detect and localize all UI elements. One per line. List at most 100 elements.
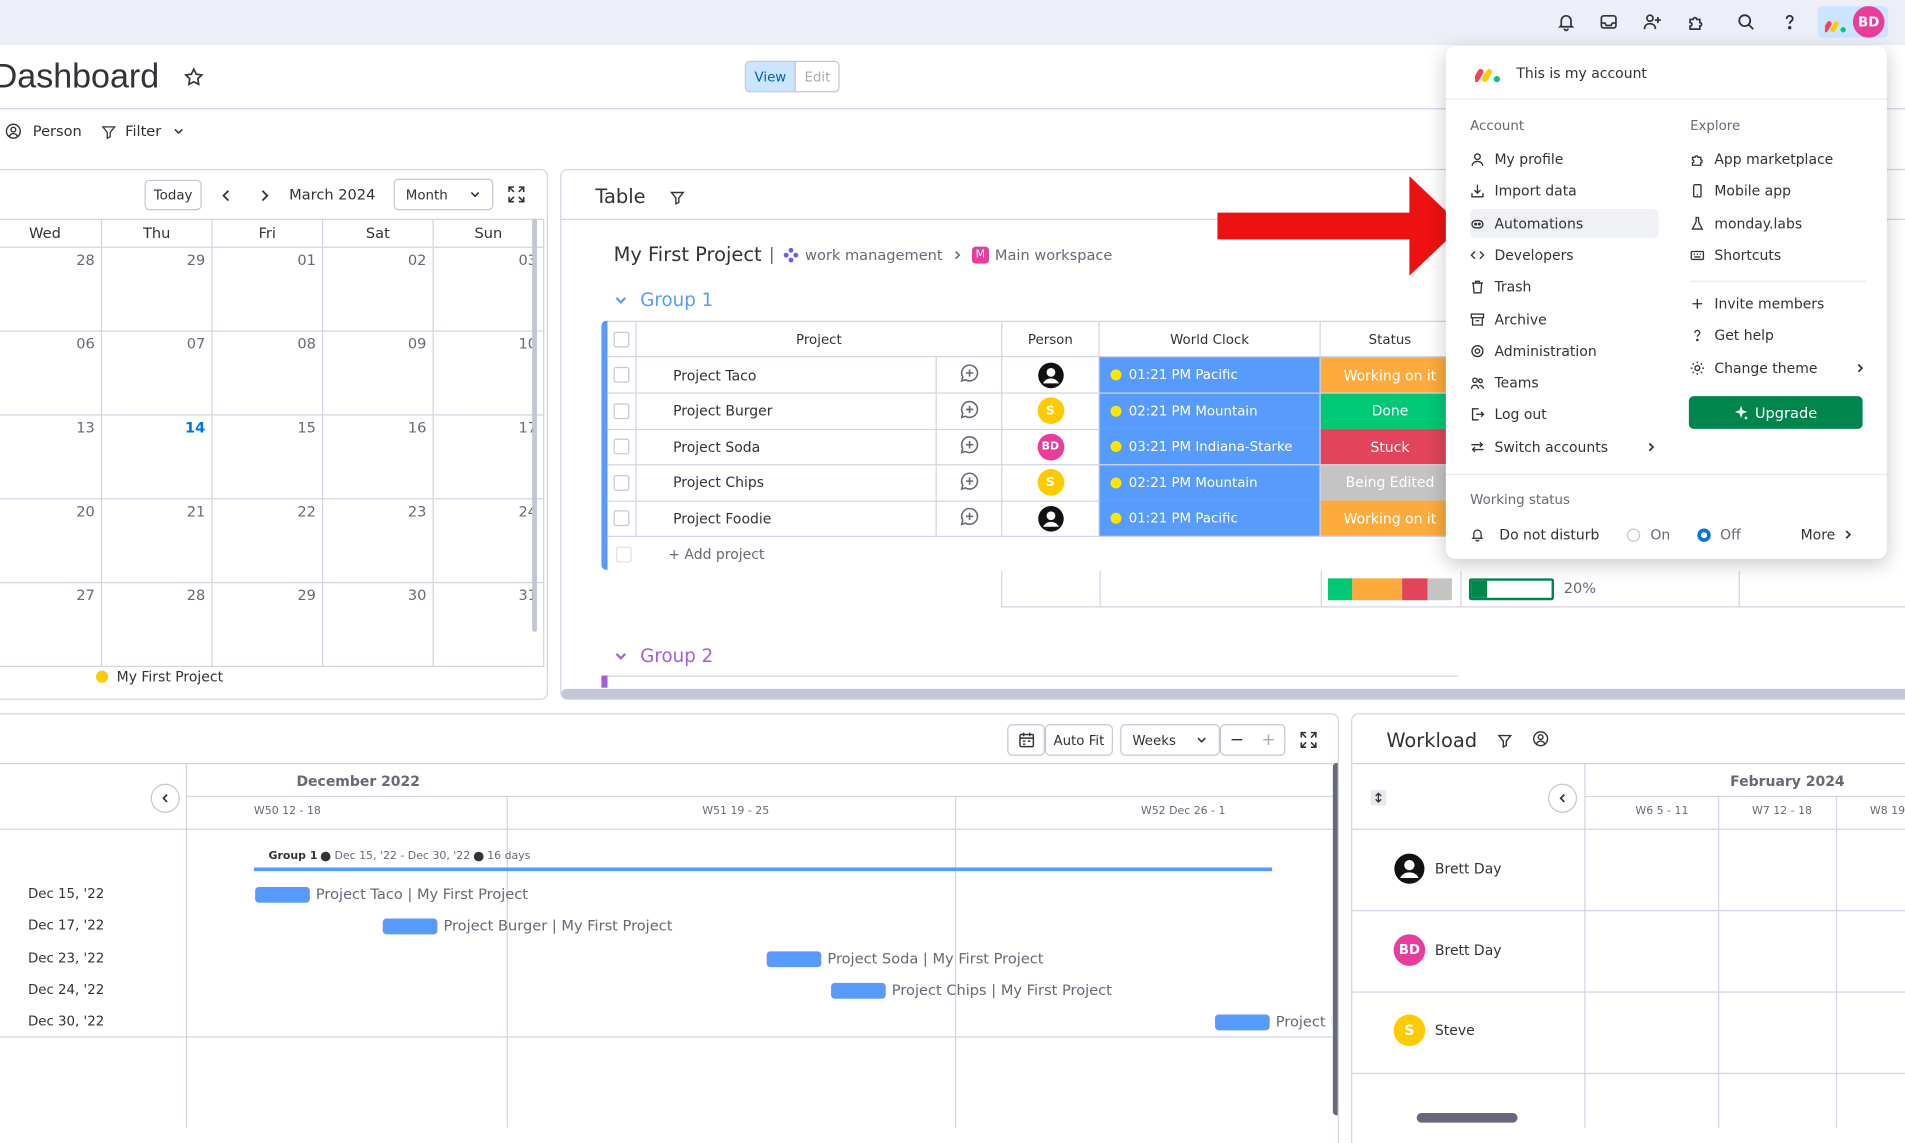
sort-icon[interactable]: [1370, 789, 1387, 806]
calendar-day-cell[interactable]: 14: [102, 415, 213, 500]
project-cell[interactable]: Project Taco: [637, 357, 937, 393]
table-row[interactable]: Project Chips S 02:21 PM Mountain Being Edi…: [607, 465, 1461, 502]
puzzle-icon[interactable]: [1680, 7, 1712, 36]
help-icon[interactable]: [1774, 7, 1806, 36]
calendar-day-cell[interactable]: 15: [212, 415, 324, 500]
zoom-in-button[interactable]: +: [1261, 730, 1276, 750]
today-button[interactable]: Today: [144, 179, 202, 211]
gantt-group-bar[interactable]: [253, 867, 1273, 872]
menu-item-app-marketplace[interactable]: App marketplace: [1690, 145, 1877, 174]
column-header-status[interactable]: Status: [1321, 321, 1461, 358]
group-2-header[interactable]: Group 2: [614, 645, 713, 667]
menu-item-developers[interactable]: Developers: [1470, 240, 1657, 269]
calendar-day-cell[interactable]: 07: [102, 331, 213, 416]
menu-item-invite-members[interactable]: Invite members: [1690, 289, 1866, 318]
person-cell[interactable]: [1002, 501, 1100, 537]
table-row[interactable]: Project Soda BD 03:21 PM Indiana-Starke Stu…: [607, 429, 1461, 466]
workload-person-name[interactable]: Steve: [1434, 1022, 1475, 1040]
board-name[interactable]: My First Project: [613, 243, 762, 267]
calendar-day-cell[interactable]: 16: [323, 415, 434, 500]
account-button[interactable]: BD: [1817, 6, 1889, 38]
calendar-day-cell[interactable]: 20: [0, 499, 103, 584]
edit-button[interactable]: Edit: [804, 68, 831, 85]
person-icon[interactable]: [1532, 729, 1549, 752]
gantt-bar[interactable]: [1215, 1014, 1270, 1031]
workload-person-name[interactable]: Brett Day: [1434, 860, 1502, 878]
project-cell[interactable]: Project Soda: [637, 429, 937, 465]
status-cell[interactable]: Working on it: [1320, 357, 1461, 393]
invite-icon[interactable]: [1637, 7, 1669, 36]
menu-item-teams[interactable]: Teams: [1470, 368, 1657, 397]
calendar-icon[interactable]: [1007, 724, 1045, 756]
add-update-icon[interactable]: [959, 435, 978, 458]
more-button[interactable]: More: [1801, 526, 1854, 543]
calendar-day-cell[interactable]: 03: [433, 247, 545, 332]
calendar-day-cell[interactable]: 01: [212, 247, 324, 332]
world-clock-cell[interactable]: 03:21 PM Indiana-Starke: [1099, 429, 1321, 465]
status-distribution-bar[interactable]: [1327, 578, 1452, 601]
gantt-bar[interactable]: [766, 950, 822, 967]
calendar-day-cell[interactable]: 27: [0, 583, 103, 668]
updates-cell[interactable]: [937, 429, 1003, 465]
calendar-mode-select[interactable]: Month: [393, 178, 494, 211]
inbox-icon[interactable]: [1593, 7, 1625, 36]
row-checkbox[interactable]: [613, 366, 630, 383]
world-clock-cell[interactable]: 01:21 PM Pacific: [1099, 357, 1321, 393]
calendar-day-cell[interactable]: 09: [323, 331, 434, 416]
product-name[interactable]: work management: [805, 246, 943, 264]
auto-fit-button[interactable]: Auto Fit: [1044, 724, 1113, 756]
menu-item-trash[interactable]: Trash: [1470, 272, 1657, 301]
status-cell[interactable]: Done: [1320, 393, 1461, 429]
updates-cell[interactable]: [937, 357, 1003, 393]
person-filter[interactable]: Person: [5, 123, 82, 140]
person-cell[interactable]: S: [1002, 465, 1100, 501]
workload-person-name[interactable]: Brett Day: [1434, 941, 1502, 959]
menu-item-change-theme[interactable]: Change theme: [1690, 353, 1866, 382]
add-update-icon[interactable]: [959, 363, 978, 386]
add-item-button[interactable]: + Add project: [668, 545, 765, 563]
row-checkbox[interactable]: [613, 510, 630, 527]
menu-item-monday-labs[interactable]: monday.labs: [1690, 208, 1877, 237]
row-checkbox[interactable]: [613, 474, 630, 491]
select-all-checkbox[interactable]: [613, 331, 630, 348]
menu-item-archive[interactable]: Archive: [1470, 304, 1657, 333]
dnd-on-radio[interactable]: [1627, 527, 1641, 542]
status-cell[interactable]: Working on it: [1320, 501, 1461, 537]
table-row[interactable]: Project Taco 01:21 PM Pacific Working on i…: [607, 357, 1461, 394]
column-header-world-clock[interactable]: World Clock: [1100, 321, 1321, 358]
person-cell[interactable]: S: [1002, 393, 1100, 429]
person-cell[interactable]: [1002, 357, 1100, 393]
filter-icon[interactable]: [669, 187, 685, 210]
view-button[interactable]: View: [746, 61, 796, 92]
expand-icon[interactable]: [508, 185, 525, 208]
world-clock-cell[interactable]: 01:21 PM Pacific: [1099, 501, 1321, 537]
menu-item-log-out[interactable]: Log out: [1470, 400, 1657, 429]
workspace-name[interactable]: Main workspace: [994, 246, 1113, 264]
menu-item-my-profile[interactable]: My profile: [1470, 145, 1657, 174]
world-clock-cell[interactable]: 02:21 PM Mountain: [1099, 465, 1321, 501]
workload-scrollbar[interactable]: [1416, 1112, 1518, 1123]
upgrade-button[interactable]: Upgrade: [1688, 396, 1863, 429]
gantt-scrollbar[interactable]: [1332, 763, 1338, 1116]
project-cell[interactable]: Project Chips: [637, 465, 937, 501]
calendar-day-cell[interactable]: 28: [0, 247, 103, 332]
horizontal-scrollbar[interactable]: [561, 688, 1905, 699]
filter-button[interactable]: Filter: [101, 123, 184, 140]
column-header-person[interactable]: Person: [1002, 321, 1100, 358]
updates-cell[interactable]: [937, 465, 1003, 501]
menu-item-mobile-app[interactable]: Mobile app: [1690, 177, 1877, 206]
menu-item-get-help[interactable]: Get help: [1690, 321, 1866, 350]
calendar-day-cell[interactable]: 28: [102, 583, 213, 668]
collapse-sidebar-button[interactable]: [150, 783, 180, 813]
user-avatar[interactable]: BD: [1852, 6, 1885, 38]
world-clock-cell[interactable]: 02:21 PM Mountain: [1099, 393, 1321, 429]
calendar-day-cell[interactable]: 13: [0, 415, 103, 500]
add-update-icon[interactable]: [959, 399, 978, 422]
row-checkbox[interactable]: [613, 402, 630, 419]
calendar-scrollbar[interactable]: [532, 218, 538, 632]
calendar-day-cell[interactable]: 06: [0, 331, 103, 416]
calendar-day-cell[interactable]: 30: [323, 583, 434, 668]
menu-item-import-data[interactable]: Import data: [1470, 177, 1657, 206]
collapse-sidebar-button[interactable]: [1547, 783, 1578, 813]
calendar-day-cell[interactable]: 31: [433, 583, 545, 668]
